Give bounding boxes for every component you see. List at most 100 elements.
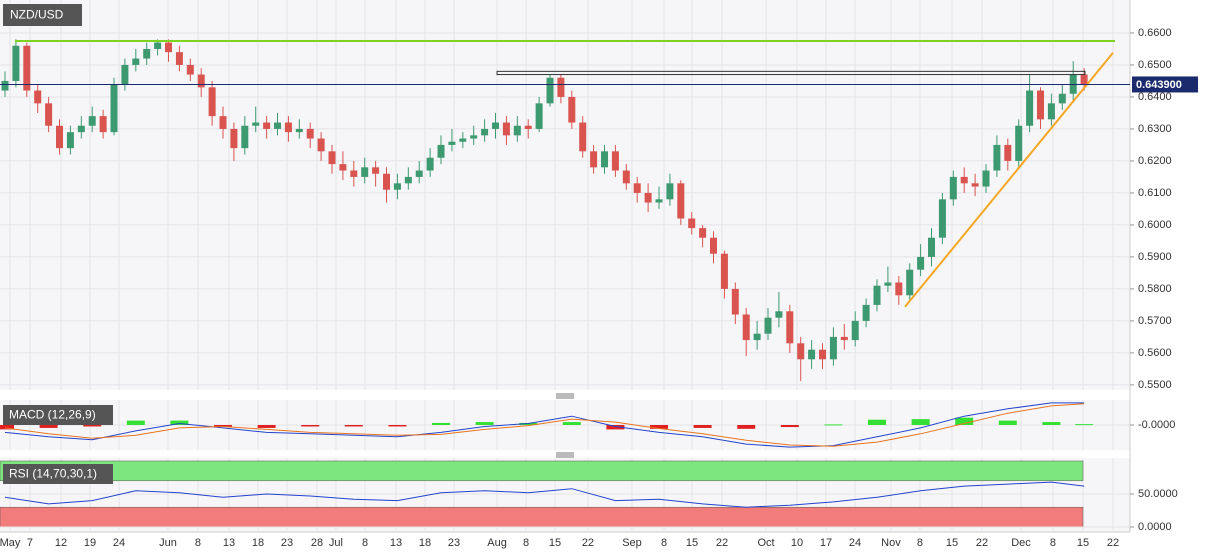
- candle-body: [252, 122, 260, 126]
- x-tick-label: 15: [1077, 537, 1089, 549]
- candle-body: [1004, 144, 1012, 161]
- candle-body: [655, 199, 663, 203]
- x-tick-label: 23: [448, 537, 460, 549]
- candle-body: [415, 170, 423, 177]
- macd-line: [4, 402, 1085, 448]
- macd-histogram-bar: [0, 425, 15, 430]
- x-tick-label: 8: [1050, 537, 1056, 549]
- candle-body: [284, 122, 292, 133]
- x-tick-label: 24: [849, 537, 861, 549]
- chart-title: NZD/USD: [10, 8, 64, 22]
- macd-histogram-bar: [650, 425, 669, 429]
- overbought-band: [0, 460, 1084, 482]
- x-tick-label: 15: [549, 537, 561, 549]
- candle-body: [295, 128, 303, 133]
- macd-histogram-bar: [388, 425, 407, 427]
- candle-body: [590, 151, 598, 168]
- x-tick-label: 10: [791, 537, 803, 549]
- x-tick-label: 7: [27, 537, 33, 549]
- macd-histogram-bar: [780, 425, 799, 428]
- x-tick-label: 22: [1107, 537, 1119, 549]
- y-tick-label: 0.5900: [1138, 251, 1172, 263]
- candle-body: [56, 125, 64, 149]
- x-tick-label: 28: [311, 537, 323, 549]
- panel-handle[interactable]: [556, 452, 574, 458]
- x-tick-label: 18: [252, 537, 264, 549]
- x-tick-label: 13: [223, 537, 235, 549]
- macd-histogram-bar: [170, 420, 189, 425]
- macd-histogram-bar: [868, 419, 887, 425]
- macd-histogram-bar: [998, 420, 1017, 425]
- macd-histogram-bar: [344, 425, 363, 427]
- y-tick-label: 0.6100: [1138, 187, 1172, 199]
- x-tick-label: Jun: [159, 537, 177, 549]
- last-price-label: 0.643900: [1136, 79, 1182, 91]
- candle-body: [971, 183, 979, 187]
- candle-body: [470, 135, 478, 139]
- candle-body: [873, 285, 881, 305]
- candle-body: [764, 317, 772, 334]
- candle-body: [165, 42, 173, 53]
- y-tick-label: 0.0000: [1138, 521, 1172, 533]
- candle-body: [219, 116, 227, 129]
- candle-body: [317, 138, 325, 152]
- x-tick-label: Jul: [329, 537, 343, 549]
- rsi-title: RSI (14,70,30,1): [9, 467, 97, 481]
- candle-body: [77, 125, 85, 133]
- candle-body: [121, 64, 129, 85]
- x-tick-label: Nov: [881, 537, 901, 549]
- x-tick-label: 22: [976, 537, 988, 549]
- candle-body: [917, 256, 925, 270]
- candle-body: [928, 237, 936, 257]
- candle-body: [306, 128, 314, 139]
- x-tick-label: May: [0, 537, 21, 549]
- x-tick-label: Dec: [1011, 537, 1031, 549]
- candle-body: [938, 199, 946, 238]
- y-tick-label: 0.6000: [1138, 219, 1172, 231]
- candle-body: [263, 122, 271, 129]
- x-tick-label: 24: [113, 537, 125, 549]
- panel-handle[interactable]: [556, 393, 574, 399]
- candle-body: [775, 311, 783, 318]
- candle-body: [45, 103, 53, 126]
- candle-body: [611, 151, 619, 171]
- candle-body: [906, 269, 914, 296]
- candle-body: [110, 84, 118, 133]
- candle-body: [426, 157, 434, 171]
- y-tick-label: 0.6200: [1138, 155, 1172, 167]
- x-tick-label: 15: [946, 537, 958, 549]
- candle-body: [99, 116, 107, 133]
- candle-body: [644, 192, 652, 203]
- x-tick-label: 8: [917, 537, 923, 549]
- candle-body: [437, 144, 445, 158]
- candle-body: [88, 116, 96, 126]
- main-plot-background: [0, 0, 1130, 390]
- candle-body: [361, 167, 369, 177]
- candle-body: [513, 125, 521, 136]
- oversold-band: [0, 506, 1084, 528]
- y-tick-label: 0.6500: [1138, 59, 1172, 71]
- y-tick-label: 0.5500: [1138, 379, 1172, 391]
- candle-body: [982, 170, 990, 187]
- x-tick-label: 8: [661, 537, 667, 549]
- x-tick-label: 12: [55, 537, 67, 549]
- trend-line: [904, 52, 1114, 308]
- candle-body: [12, 45, 20, 81]
- x-tick-label: 23: [281, 537, 293, 549]
- y-tick-label: 50.0000: [1138, 488, 1178, 500]
- candle-body: [622, 170, 630, 184]
- x-tick-label: 8: [195, 537, 201, 549]
- candle-body: [720, 253, 728, 289]
- candle-body: [677, 183, 685, 219]
- candle-body: [710, 237, 718, 254]
- candle-body: [1037, 90, 1045, 120]
- candle-body: [492, 122, 500, 129]
- y-tick-label: -0.0000: [1138, 419, 1175, 431]
- candle-body: [197, 74, 205, 88]
- candle-body: [884, 282, 892, 286]
- candle-body: [557, 77, 565, 97]
- y-tick-label: 0.6400: [1138, 91, 1172, 103]
- candle-body: [502, 122, 510, 136]
